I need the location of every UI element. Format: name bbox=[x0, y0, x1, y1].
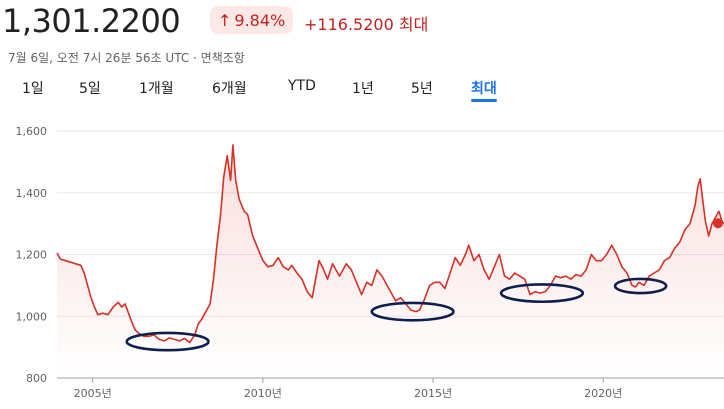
tab-1m[interactable]: 1개월 bbox=[139, 81, 174, 97]
timestamp-disclaimer: 7월 6일, 오전 7시 26분 56초 UTC · 면책조항 bbox=[8, 51, 245, 65]
y-tick-label: 800 bbox=[26, 372, 47, 385]
arrow-up-icon: ↑ bbox=[218, 10, 232, 30]
tab-5d[interactable]: 5일 bbox=[79, 81, 101, 97]
highlight-ellipse bbox=[499, 283, 585, 304]
highlight-ellipse bbox=[370, 301, 455, 322]
change-percent-badge: ↑ 9.84% bbox=[210, 6, 294, 34]
tab-6m[interactable]: 6개월 bbox=[212, 81, 247, 97]
x-tick-label: 2010년 bbox=[244, 387, 282, 400]
tab-5y[interactable]: 5년 bbox=[411, 81, 433, 97]
highlight-ellipse bbox=[125, 331, 210, 352]
y-tick-label: 1,400 bbox=[16, 187, 48, 200]
x-tick-label: 2015년 bbox=[414, 387, 452, 400]
y-tick-label: 1,200 bbox=[16, 249, 48, 262]
x-axis: 2005년 2010년 2015년 2020년 bbox=[74, 378, 622, 400]
tab-max[interactable]: 최대 bbox=[471, 78, 497, 102]
tab-ytd[interactable]: YTD bbox=[288, 78, 316, 94]
highlight-ellipse bbox=[613, 277, 668, 295]
change-percent: 9.84% bbox=[234, 10, 286, 30]
change-abs: +116.5200 bbox=[304, 15, 394, 34]
y-tick-label: 1,000 bbox=[16, 310, 48, 323]
range-label: 최대 bbox=[398, 15, 429, 34]
price-area-fill bbox=[57, 144, 724, 378]
y-axis: 800 1,000 1,200 1,400 1,600 bbox=[16, 125, 48, 385]
price-value: 1,301.2200 bbox=[2, 2, 181, 40]
last-price-marker bbox=[713, 218, 723, 229]
highlight-ellipses bbox=[125, 277, 668, 352]
x-tick-label: 2005년 bbox=[74, 387, 112, 400]
price-series-line bbox=[56, 144, 724, 344]
x-tick-label: 2020년 bbox=[584, 387, 622, 400]
change-summary: +116.5200 최대 bbox=[304, 11, 428, 35]
tab-1y[interactable]: 1년 bbox=[352, 81, 374, 97]
y-tick-label: 1,600 bbox=[16, 125, 48, 138]
tab-1d[interactable]: 1일 bbox=[22, 81, 44, 97]
